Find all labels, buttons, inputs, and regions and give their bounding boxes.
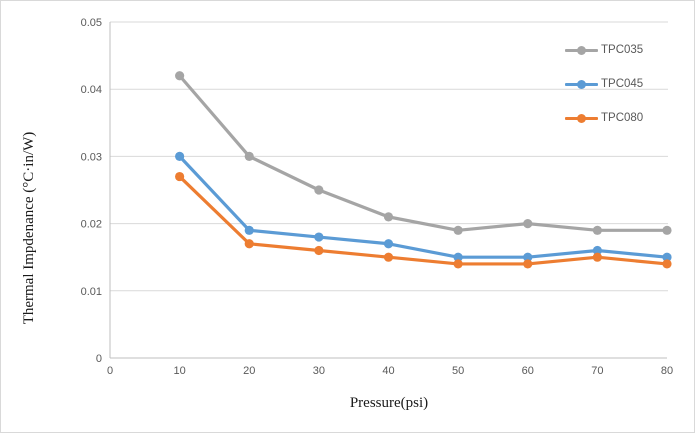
legend-marker-icon xyxy=(577,45,586,55)
marker-TPC035-30 xyxy=(314,185,324,195)
x-tick-label: 10 xyxy=(174,365,186,377)
marker-TPC080-50 xyxy=(453,259,463,269)
marker-TPC080-30 xyxy=(314,245,324,256)
marker-TPC045-40 xyxy=(383,239,394,249)
legend-series-line-icon xyxy=(565,45,598,55)
legend: TPC035 TPC045 TPC080 xyxy=(565,42,643,144)
y-tick-label: 0.03 xyxy=(81,151,102,163)
y-tick-label: 0.02 xyxy=(81,219,102,231)
legend-entry-tpc035[interactable]: TPC035 xyxy=(565,42,643,58)
legend-marker-icon xyxy=(577,113,586,123)
marker-TPC035-80 xyxy=(662,225,672,235)
marker-TPC080-20 xyxy=(244,239,254,249)
y-tick-label: 0 xyxy=(96,353,102,365)
marker-TPC035-10 xyxy=(175,71,185,81)
legend-entry-tpc080[interactable]: TPC080 xyxy=(565,110,643,126)
x-tick-label: 20 xyxy=(243,365,255,377)
series-line-TPC080 xyxy=(178,174,669,266)
marker-TPC045-30 xyxy=(314,232,324,242)
legend-series-line-icon xyxy=(565,113,598,123)
legend-label: TPC035 xyxy=(601,44,644,56)
x-tick-label: 60 xyxy=(522,365,534,377)
x-tick-label: 70 xyxy=(591,365,603,377)
x-tick-label: 0 xyxy=(107,365,113,377)
marker-TPC080-80 xyxy=(662,259,672,269)
y-tick-label: 0.04 xyxy=(81,84,102,96)
marker-TPC080-70 xyxy=(592,252,602,262)
marker-TPC035-20 xyxy=(244,151,254,161)
x-axis-title: Pressure(psi) xyxy=(349,395,429,411)
marker-TPC045-50 xyxy=(453,252,463,262)
marker-TPC080-10 xyxy=(175,171,185,182)
marker-TPC080-60 xyxy=(523,259,533,269)
marker-TPC045-20 xyxy=(244,225,254,235)
legend-label: TPC080 xyxy=(601,112,644,124)
marker-TPC035-40 xyxy=(383,212,394,222)
marker-TPC045-80 xyxy=(662,252,672,262)
y-tick-label: 0.01 xyxy=(81,286,102,298)
x-tick-label: 30 xyxy=(313,365,325,377)
marker-TPC035-50 xyxy=(453,225,463,235)
y-tick-label: 0.05 xyxy=(81,17,102,29)
x-tick-label: 40 xyxy=(382,365,394,377)
series-line-TPC035 xyxy=(178,74,669,232)
y-axis-title: Thermal Impdenance (°C·in/W) xyxy=(21,131,37,325)
marker-TPC045-10 xyxy=(175,151,185,161)
marker-TPC080-40 xyxy=(383,252,394,262)
x-tick-label: 80 xyxy=(661,365,673,377)
marker-TPC035-60 xyxy=(523,219,533,229)
legend-entry-tpc045[interactable]: TPC045 xyxy=(565,76,643,92)
legend-marker-icon xyxy=(577,79,586,89)
legend-label: TPC045 xyxy=(601,78,644,90)
series-line-TPC045 xyxy=(178,154,669,259)
marker-TPC035-70 xyxy=(592,225,602,235)
marker-TPC045-70 xyxy=(592,245,602,256)
legend-series-line-icon xyxy=(565,79,598,89)
x-tick-label: 50 xyxy=(452,365,464,377)
marker-TPC045-60 xyxy=(523,252,533,262)
